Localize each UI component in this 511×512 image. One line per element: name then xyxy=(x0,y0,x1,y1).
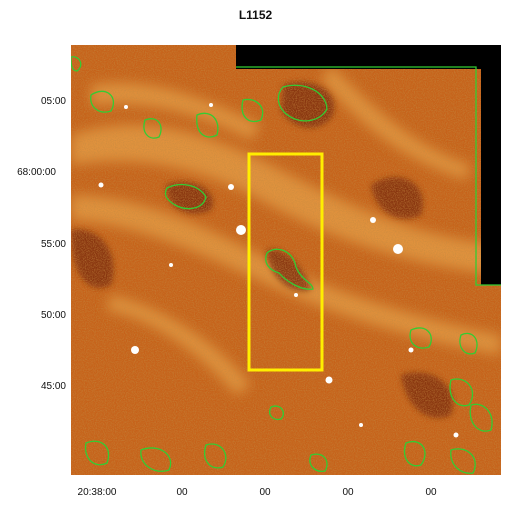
star xyxy=(228,184,234,190)
sky-image xyxy=(71,45,501,475)
x-tick-label: 00 xyxy=(342,487,354,498)
sky-image-frame xyxy=(71,45,501,475)
core-selection-box xyxy=(247,152,324,372)
star xyxy=(408,347,414,353)
y-tick-label: 05:00 xyxy=(40,96,66,107)
y-tick-label: 45:00 xyxy=(40,381,66,392)
image-grain xyxy=(71,45,501,475)
star xyxy=(453,432,459,438)
star xyxy=(236,225,246,235)
x-tick-label: 20:38:00 xyxy=(77,487,117,498)
y-tick-label: 50:00 xyxy=(40,310,66,321)
star xyxy=(294,293,298,297)
star xyxy=(124,105,128,109)
figure-title: L1152 xyxy=(238,8,273,22)
no-data-region xyxy=(236,45,501,285)
star xyxy=(393,244,403,254)
star xyxy=(325,376,333,384)
stars xyxy=(98,103,459,438)
x-tick-label: 00 xyxy=(259,487,271,498)
column-density-contours xyxy=(71,56,501,474)
x-tick-label: 00 xyxy=(425,487,437,498)
star xyxy=(169,263,173,267)
star xyxy=(98,182,104,188)
y-tick-label: 68:00:00 xyxy=(17,167,56,178)
star xyxy=(131,346,139,354)
x-tick-label: 00 xyxy=(176,487,188,498)
star xyxy=(209,103,213,107)
star xyxy=(359,423,363,427)
star xyxy=(370,217,376,223)
y-tick-label: 55:00 xyxy=(40,239,66,250)
